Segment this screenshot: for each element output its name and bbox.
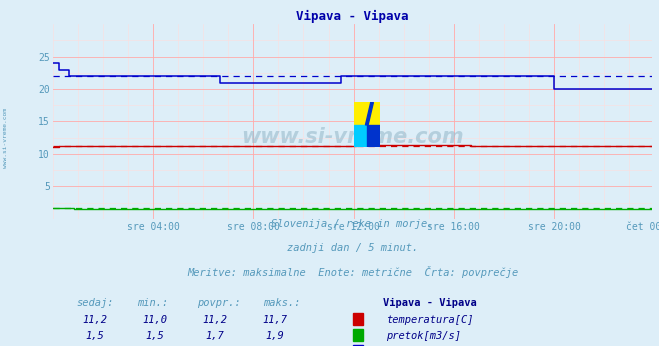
Text: maks.:: maks.: [263,298,300,308]
Text: Vipava - Vipava: Vipava - Vipava [382,298,476,308]
Text: min.:: min.: [136,298,168,308]
Polygon shape [367,125,380,147]
Title: Vipava - Vipava: Vipava - Vipava [297,10,409,23]
Text: 11,2: 11,2 [202,315,227,325]
Text: povpr.:: povpr.: [196,298,241,308]
Text: www.si-vreme.com: www.si-vreme.com [241,127,464,147]
Text: 1,5: 1,5 [85,331,104,341]
Text: 1,5: 1,5 [145,331,164,341]
Text: sedaj:: sedaj: [76,298,114,308]
Polygon shape [354,125,367,147]
Text: 1,7: 1,7 [205,331,224,341]
Polygon shape [366,102,374,125]
Text: Meritve: maksimalne  Enote: metrične  Črta: povprečje: Meritve: maksimalne Enote: metrične Črta… [187,266,518,278]
Text: temperatura[C]: temperatura[C] [386,315,473,325]
Text: 11,0: 11,0 [142,315,167,325]
Text: 11,2: 11,2 [82,315,107,325]
Text: www.si-vreme.com: www.si-vreme.com [3,108,8,169]
Text: 1,9: 1,9 [265,331,284,341]
Text: zadnji dan / 5 minut.: zadnji dan / 5 minut. [287,243,418,253]
Text: pretok[m3/s]: pretok[m3/s] [386,331,461,341]
Text: 11,7: 11,7 [262,315,287,325]
Polygon shape [354,102,380,125]
Text: Slovenija / reke in morje.: Slovenija / reke in morje. [272,219,434,229]
